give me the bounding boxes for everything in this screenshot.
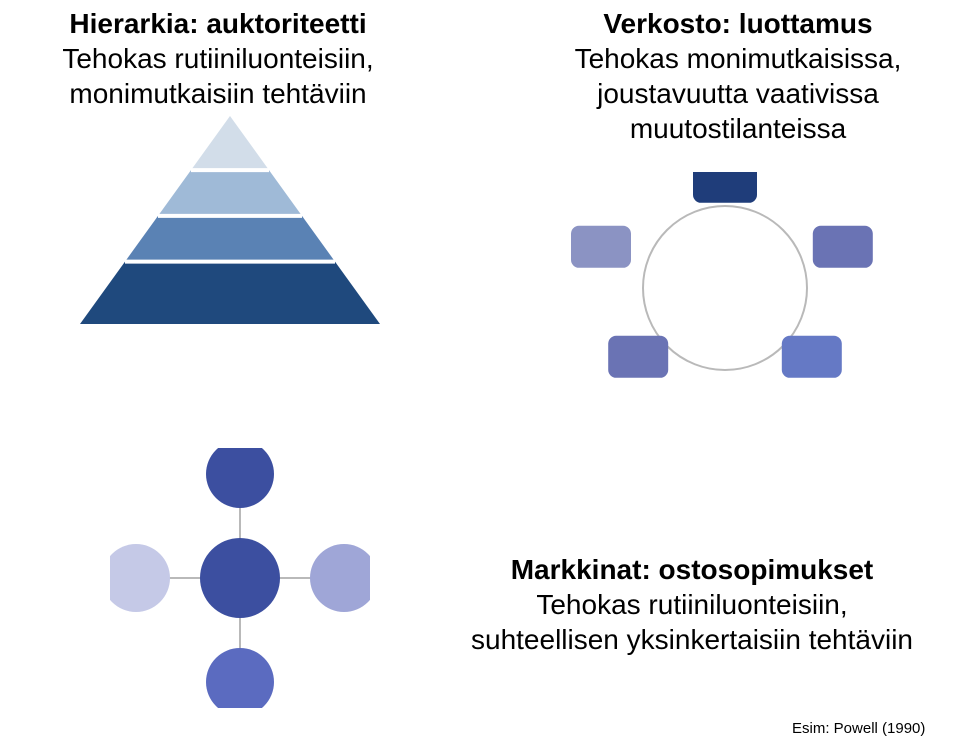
heading-hierarchy-l3: monimutkaisiin tehtäviin (69, 78, 366, 109)
heading-network-l2: Tehokas monimutkaisissa, (575, 43, 902, 74)
heading-market-title: Markkinat: ostosopimukset (511, 554, 874, 585)
heading-market-l3: suhteellisen yksinkertaisiin tehtäviin (471, 624, 913, 655)
pyramid-diagram (80, 116, 380, 324)
heading-hierarchy-l2: Tehokas rutiiniluonteisiin, (62, 43, 373, 74)
network-diagram (570, 172, 880, 392)
heading-hierarchy-title: Hierarkia: auktoriteetti (69, 8, 366, 39)
heading-network-l4: muutostilanteissa (630, 113, 846, 144)
footer-citation: Esim: Powell (1990) (792, 720, 925, 737)
market-diagram (110, 448, 370, 708)
heading-network-l3: joustavuutta vaativissa (597, 78, 879, 109)
heading-market: Markkinat: ostosopimukset Tehokas rutiin… (452, 552, 932, 657)
footer-citation-text: Esim: Powell (1990) (792, 720, 925, 737)
heading-hierarchy: Hierarkia: auktoriteetti Tehokas rutiini… (38, 6, 398, 111)
heading-network: Verkosto: luottamus Tehokas monimutkaisi… (558, 6, 918, 146)
heading-market-l2: Tehokas rutiiniluonteisiin, (536, 589, 847, 620)
heading-network-title: Verkosto: luottamus (603, 8, 872, 39)
